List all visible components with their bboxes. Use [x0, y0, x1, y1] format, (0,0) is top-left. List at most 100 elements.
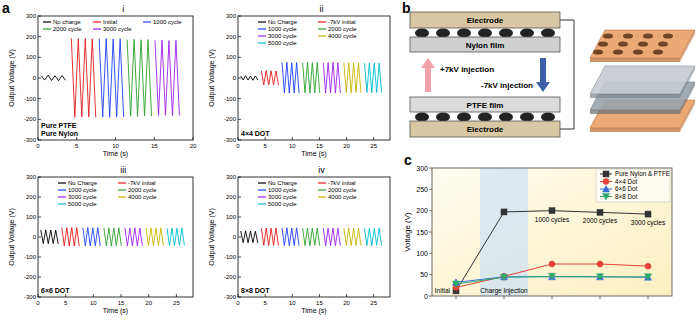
dot — [499, 113, 513, 122]
y-tick-label: -200 — [224, 116, 237, 122]
y-tick-label: -200 — [24, 274, 37, 280]
y-tick-label: 0 — [233, 234, 237, 240]
y-tick-label: 0 — [233, 75, 237, 81]
dot — [541, 113, 555, 122]
y-tick — [38, 277, 41, 278]
dot — [623, 33, 633, 38]
x-tick — [65, 294, 66, 297]
legend-label: 5000 cycle — [68, 201, 97, 207]
legend-marker — [603, 194, 610, 201]
legend-label: 5000 cycle — [268, 201, 297, 207]
legend-label: No Charge — [268, 19, 298, 25]
category-label: Charge Injection — [480, 287, 528, 295]
y-axis-label: Output Voltage (V) — [8, 208, 16, 266]
slab-edge — [680, 30, 695, 62]
y-tick-label: 300 — [226, 174, 237, 180]
y-axis-label: Output Voltage (V) — [208, 208, 216, 266]
wave — [104, 228, 121, 246]
legend-label: 2000 cycle — [53, 26, 82, 32]
y-tick-label: 0 — [33, 234, 37, 240]
legend-swatch — [258, 196, 266, 197]
legend-swatch — [318, 196, 326, 197]
point — [645, 263, 651, 269]
y-tick — [238, 57, 241, 58]
wave — [241, 231, 258, 243]
dot — [633, 49, 643, 54]
x-tick — [121, 294, 122, 297]
y-tick — [429, 232, 432, 233]
panel-label: c — [404, 152, 412, 168]
x-tick-label: 10 — [289, 300, 296, 306]
x-tick — [456, 296, 457, 299]
y-tick-label: 200 — [26, 34, 37, 40]
wave — [125, 228, 142, 246]
y-tick-label: -300 — [224, 294, 237, 300]
y-tick-label: -300 — [24, 137, 37, 143]
plot-area — [41, 38, 179, 117]
layer-label: Electrode — [467, 16, 504, 25]
legend-swatch — [258, 182, 266, 183]
legend-swatch — [318, 28, 326, 29]
y-tick-label: 200 — [226, 194, 237, 200]
y-tick-label: -300 — [224, 137, 237, 143]
legend-swatch — [118, 182, 126, 183]
y-tick-label: 300 — [26, 174, 37, 180]
legend-swatch — [258, 189, 266, 190]
wave — [41, 230, 58, 244]
y-tick — [38, 237, 41, 238]
dot — [598, 41, 608, 46]
slab-edge — [590, 58, 680, 62]
arrow-up — [421, 58, 435, 92]
x-tick-label: 20 — [190, 143, 197, 149]
category-label: Initial — [435, 287, 451, 294]
layer-label: Electrode — [467, 125, 504, 134]
y-tick — [238, 237, 241, 238]
x-tick — [193, 137, 194, 140]
series-line — [456, 264, 648, 287]
x-tick — [38, 137, 39, 140]
dot — [457, 29, 471, 38]
legend-label: 3000 cycle — [268, 194, 297, 200]
y-tick-label: 100 — [226, 54, 237, 60]
dot — [663, 33, 673, 38]
x-tick — [600, 296, 601, 299]
y-tick-label: 100 — [26, 214, 37, 220]
dot — [436, 29, 450, 38]
x-tick — [93, 294, 94, 297]
y-axis-label: Output Voltage (V) — [8, 49, 16, 107]
legend-swatch — [93, 21, 101, 22]
point — [597, 273, 604, 280]
wave — [241, 76, 258, 81]
category-label: 3000 cycles — [631, 219, 666, 227]
panel-label: a — [2, 0, 10, 16]
wave — [146, 228, 163, 246]
wave — [303, 228, 320, 246]
x-tick-label: 10 — [90, 300, 97, 306]
x-tick — [148, 294, 149, 297]
x-tick — [373, 294, 374, 297]
plot-frame — [238, 16, 390, 140]
wire — [560, 20, 574, 129]
point — [549, 273, 556, 280]
dot — [520, 29, 534, 38]
x-tick-label: 0 — [236, 143, 240, 149]
x-tick-label: 15 — [118, 300, 125, 306]
x-tick-label: 15 — [316, 143, 323, 149]
legend-label: No Charge — [68, 180, 98, 186]
series-line — [456, 211, 648, 291]
wave — [127, 39, 151, 116]
point — [597, 261, 603, 267]
x-tick-label: 25 — [370, 300, 377, 306]
subpanel-label: i — [122, 4, 124, 14]
dot — [603, 33, 613, 38]
y-tick — [238, 16, 241, 17]
y-tick — [238, 277, 241, 278]
y-tick-label: -200 — [24, 116, 37, 122]
wave — [323, 62, 340, 93]
y-tick — [429, 253, 432, 254]
x-tick-label: 0 — [36, 300, 40, 306]
dot — [541, 29, 555, 38]
y-tick — [429, 274, 432, 275]
legend-label: 1000 cycle — [68, 187, 97, 193]
legend-swatch — [93, 28, 101, 29]
